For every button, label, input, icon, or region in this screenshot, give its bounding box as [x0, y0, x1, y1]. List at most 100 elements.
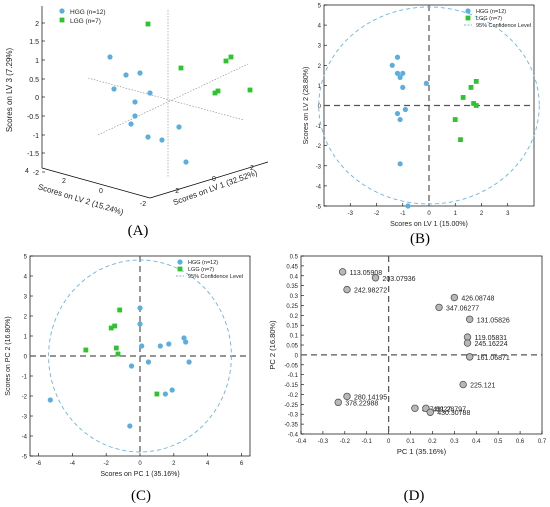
- lgg-point: [458, 137, 463, 143]
- lgg-point: [154, 391, 160, 397]
- hgg-point: [137, 321, 143, 327]
- y-tick-label: 5: [318, 4, 322, 10]
- y-tick-label: -0.2: [288, 393, 299, 399]
- y-tick-label: 1: [24, 335, 28, 341]
- hgg-point: [186, 359, 192, 365]
- lgg-point: [468, 85, 474, 90]
- y-tick-label: 3: [318, 44, 322, 50]
- x-tick-label: -6: [36, 461, 42, 467]
- x-tick-label: 0: [138, 461, 142, 467]
- y-tick-label: 2: [24, 315, 28, 321]
- loading-point: [466, 353, 474, 361]
- x-tick-label: 0.2: [428, 439, 437, 445]
- z-tick-label: 1.5: [29, 39, 39, 46]
- hgg-point: [132, 99, 138, 105]
- z-tick-label: 0.5: [29, 77, 39, 84]
- y-tick-label: 1: [318, 84, 322, 90]
- x-tick-label: 0.3: [450, 439, 459, 445]
- y-tick-label: 5: [24, 255, 28, 261]
- legend-label: 95% Confidence Level: [476, 23, 531, 29]
- x-axis-label: Scores on LV 1 (15.00%): [390, 221, 468, 228]
- confidence-ellipse: [318, 6, 540, 205]
- hgg-point: [394, 70, 401, 76]
- hgg-point: [397, 161, 403, 167]
- loading-point: [334, 398, 342, 407]
- lgg-point: [113, 345, 119, 351]
- panel-d: -0.4 -0.3 -0.2 -0.1 0 0.1 0.2 0.3 0.4 0.5 0.6 0.7 0.…: [268, 255, 547, 457]
- loading-label: 426.08748: [461, 296, 494, 303]
- hgg-point: [47, 397, 53, 403]
- caption-c: (C): [131, 488, 151, 504]
- y-tick-label: -0.4: [288, 433, 299, 439]
- lgg-point: [83, 347, 89, 353]
- y-tick-label: -3: [22, 415, 28, 421]
- y-tick-label: 0.15: [286, 324, 298, 330]
- hgg-point: [394, 54, 401, 60]
- y-tick-label: -4: [22, 435, 28, 441]
- hgg-point: [128, 121, 134, 127]
- x-axis-label: Scores on PC 1 (35.16%): [100, 471, 179, 478]
- x-tick-label: 6: [240, 461, 244, 467]
- x-tick-label: -0.4: [296, 439, 307, 445]
- hgg-point: [166, 341, 172, 347]
- x-tick-label: -0.1: [362, 439, 373, 445]
- x-tick-label: 0.6: [516, 439, 525, 445]
- lgg-point: [112, 323, 118, 329]
- loading-label: 430.30788: [437, 410, 470, 417]
- y-tick-label: 2: [62, 178, 66, 185]
- lgg-point: [228, 54, 234, 60]
- panel-b: -3 -2 -1 0 1 2 3 5 4 3 2 1 0 -1 -2 -3 -4 -5 Scores on LV 1…: [303, 4, 540, 228]
- caption-a: (A): [128, 223, 149, 239]
- x-tick-label: 0.4: [472, 439, 481, 445]
- y-tick-label: 0.05: [286, 344, 298, 350]
- loading-label: 131.05826: [477, 317, 510, 324]
- legend-marker: [177, 259, 183, 265]
- y-tick-label: 0: [318, 104, 322, 110]
- legend-marker: [59, 8, 65, 14]
- loading-point: [463, 339, 472, 347]
- z-tick-label: -1.5: [27, 151, 39, 158]
- loading-label: 378.22988: [345, 400, 378, 407]
- loading-label: 245.16224: [475, 341, 508, 348]
- hgg-point: [405, 203, 411, 209]
- y-tick-label: -1: [22, 375, 28, 381]
- hgg-point: [394, 110, 401, 117]
- hgg-point: [127, 423, 133, 429]
- legend-label: LGG (n=7): [188, 267, 214, 273]
- legend-label: HGG (n=12): [70, 9, 106, 16]
- lgg-point: [473, 103, 479, 108]
- lgg-point: [115, 351, 121, 357]
- lgg-point: [178, 65, 184, 71]
- lgg-point: [108, 325, 114, 331]
- y-tick-label: -2: [316, 144, 322, 150]
- x-tick-label: 1: [454, 211, 458, 217]
- x-tick-label: -2: [173, 188, 179, 195]
- x-tick-label: 0: [212, 176, 216, 183]
- y-tick-label: 4: [318, 24, 322, 30]
- legend-label: HGG (n=12): [188, 260, 218, 266]
- x-tick-label: 4: [206, 461, 210, 467]
- y-tick-label: -0.15: [284, 383, 298, 389]
- y-tick-label: -3: [316, 164, 322, 170]
- x-tick-label: 2: [250, 165, 254, 172]
- legend-label: HGG (n=12): [476, 9, 506, 15]
- y-tick-label: -0.25: [284, 403, 298, 409]
- y-tick-label: 0: [24, 355, 28, 361]
- y-tick-label: 0: [295, 353, 299, 359]
- hgg-point: [162, 391, 168, 397]
- z-tick-label: -1: [33, 133, 39, 140]
- hgg-point: [145, 134, 151, 140]
- loading-label: 280.14195: [354, 394, 387, 401]
- hgg-point: [157, 343, 163, 349]
- hgg-point: [169, 387, 175, 393]
- hgg-point: [145, 359, 152, 365]
- hgg-point: [176, 124, 182, 130]
- hgg-point: [183, 159, 189, 165]
- y-tick-label: 4: [24, 275, 28, 281]
- y-tick-label: 0.5: [290, 255, 299, 261]
- y-tick-label: 0.35: [286, 284, 298, 290]
- z-tick-label: 0: [35, 95, 39, 102]
- x-tick-label: -0.3: [318, 439, 329, 445]
- y-tick-label: -5: [316, 205, 322, 211]
- lgg-point: [460, 95, 466, 100]
